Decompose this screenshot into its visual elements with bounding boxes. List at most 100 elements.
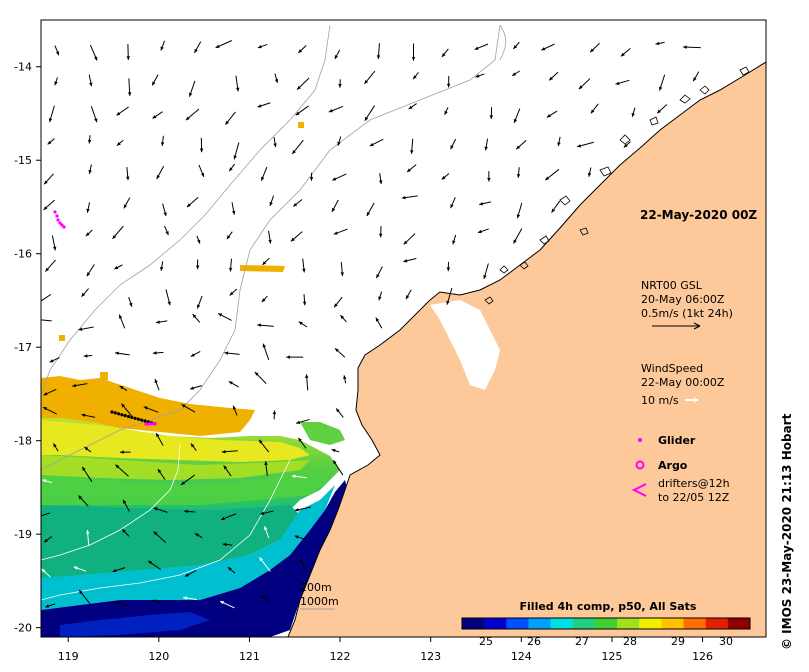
colorbar-swatch	[639, 618, 662, 629]
current-vector-head	[126, 176, 130, 181]
current-vector-head	[257, 323, 261, 327]
colorbar-swatch	[528, 618, 552, 629]
current-vector-head	[262, 261, 267, 265]
current-vector-head	[290, 237, 295, 242]
current-vector-head	[229, 291, 234, 296]
current-vector-head	[116, 111, 121, 116]
current-vector	[41, 512, 51, 517]
current-vector-head	[190, 443, 195, 448]
current-vector-head	[693, 77, 697, 82]
current-legend: NRT00 GSL 20-May 06:00Z 0.5m/s (1kt 24h)	[641, 279, 733, 330]
current-vector-head	[49, 359, 54, 363]
current-vector-head	[42, 479, 47, 483]
current-vector-head	[332, 177, 337, 181]
current-vector-head	[53, 443, 57, 448]
current-vector-head	[152, 115, 157, 119]
current-vector-head	[153, 531, 158, 536]
current-vector-head	[264, 461, 268, 466]
current-vector-head	[45, 267, 50, 272]
y-axis: -14 -15 -16 -17 -18 -19 -20	[14, 61, 41, 635]
current-vector-head	[122, 529, 126, 533]
current-vector-head	[403, 240, 408, 245]
current-vector-head	[188, 92, 193, 97]
glider-position	[136, 417, 140, 421]
current-vector-head	[226, 235, 231, 240]
current-vector-head	[512, 72, 517, 76]
current-vector-head	[228, 267, 233, 272]
current-vector-head	[185, 116, 190, 121]
glider-position	[110, 410, 114, 414]
current-vector-head	[411, 57, 416, 61]
current-vector-head	[41, 568, 46, 573]
current-vector-head	[513, 239, 517, 244]
colorbar-tick-label: 25	[479, 635, 493, 648]
current-vector-head	[79, 590, 83, 595]
current-vector-head	[200, 172, 205, 177]
current-vector-head	[228, 381, 233, 385]
wind-scale-arrowhead	[694, 397, 698, 403]
current-vector-head	[378, 296, 382, 301]
current-vector-head	[587, 172, 592, 177]
current-vector-head	[364, 79, 369, 84]
current-vector-head	[43, 206, 48, 210]
colorbar-swatch	[506, 618, 529, 629]
current-vector-head	[268, 239, 272, 244]
glider-position	[130, 415, 134, 419]
current-vector-head	[479, 202, 484, 206]
current-vector-head	[254, 372, 259, 376]
islands	[484, 66, 750, 305]
current-vector-head	[333, 460, 337, 465]
current-vector-head	[112, 568, 117, 573]
x-tick-label: 123	[420, 650, 441, 663]
current-vector-head	[487, 177, 491, 182]
current-vector-head	[405, 295, 410, 300]
current-vector-head	[401, 195, 406, 200]
current-vector-head	[167, 301, 171, 306]
current-vector-head	[340, 315, 345, 320]
current-vector-head	[116, 141, 121, 146]
current-vector-head	[232, 405, 237, 410]
current-vector-head	[446, 83, 451, 88]
current-vector-head	[81, 413, 86, 417]
current-vector-head	[337, 141, 341, 146]
current-vector-head	[375, 317, 380, 322]
glider-legend-label: Glider	[658, 434, 696, 447]
current-vector-head	[118, 314, 123, 319]
x-tick-label: 120	[148, 650, 169, 663]
current-vector-head	[516, 174, 521, 178]
current-vector-head	[407, 168, 411, 173]
current-vector-head	[55, 51, 60, 56]
current-vector-head	[483, 274, 487, 279]
current-vector-head	[222, 542, 227, 547]
current-vector-head	[302, 301, 307, 306]
colorbar-swatch	[484, 618, 507, 629]
current-vector-head	[273, 143, 277, 148]
glider-track	[110, 410, 157, 426]
y-tick-label: -14	[14, 61, 32, 74]
current-vector-head	[551, 208, 556, 213]
colorbar: Filled 4h comp, p50, All Sats 25 26 27 28 29…	[458, 598, 758, 648]
current-vector-head	[334, 54, 339, 59]
current-vector-head	[123, 499, 127, 504]
current-vector-head	[302, 268, 306, 273]
current-vector-head	[87, 139, 92, 144]
current-vector	[41, 319, 52, 322]
current-vector-head	[94, 56, 98, 61]
current-vector-head	[331, 448, 336, 453]
glider-position	[117, 412, 121, 416]
current-scale-arrowhead	[693, 322, 701, 330]
current-vector-head	[335, 348, 339, 353]
current-vector-head	[54, 81, 58, 86]
current-vector-head	[194, 48, 198, 53]
glider-symbol	[638, 438, 642, 442]
drifter-track	[53, 210, 66, 229]
current-vector-head	[181, 481, 185, 485]
symbol-legend: Glider Argo drifters@12h to 22/05 12Z	[631, 434, 730, 504]
y-tick-label: -18	[14, 435, 32, 448]
y-tick-label: -17	[14, 341, 32, 354]
colorbar-swatch	[462, 618, 485, 629]
current-vector-head	[115, 601, 120, 605]
current-vector-head	[474, 46, 479, 50]
current-vector-head	[259, 557, 264, 562]
glider-position	[133, 416, 137, 420]
